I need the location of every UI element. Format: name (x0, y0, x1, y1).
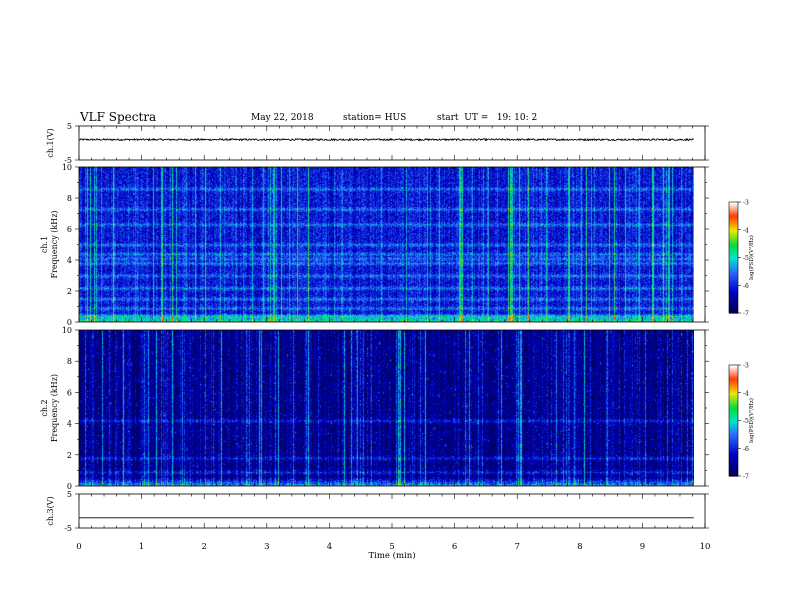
spectrogram-image-1 (79, 167, 694, 322)
colorbar-tick-label: -3 (743, 363, 749, 370)
y-axis-label-1-b: Frequency (kHz) (50, 210, 59, 278)
colorbar-tick-label: -5 (743, 255, 749, 262)
header-station: station= HUS (343, 113, 407, 123)
x-tick-label: 7 (514, 542, 519, 552)
colorbar-label: log(PSD)(V²/Hz) (748, 235, 755, 280)
y-tick-label: 0 (67, 482, 72, 491)
y-tick-label: 6 (67, 225, 72, 234)
y-tick-label: 2 (67, 451, 72, 460)
panel-frame-3 (78, 493, 706, 529)
colorbar-1 (728, 201, 741, 314)
x-tick-label: 2 (201, 542, 206, 552)
y-axis-label-3: ch.3(V) (46, 496, 55, 525)
x-tick-label: 6 (452, 542, 457, 552)
x-tick-label: 0 (76, 542, 81, 552)
x-tick-label: 8 (577, 542, 582, 552)
header-start-time: start UT = 19: 10: 2 (437, 113, 538, 123)
y-tick-label: 10 (62, 326, 72, 335)
y-tick-label: -5 (64, 156, 72, 165)
y-tick-label: 2 (67, 287, 72, 296)
x-tick-label: 1 (139, 542, 144, 552)
y-tick-label: 5 (67, 490, 72, 499)
x-tick-label: 10 (700, 542, 711, 552)
y-tick-label: 8 (67, 194, 72, 203)
y-tick-label: -5 (64, 524, 72, 533)
colorbar-tick-label: -7 (743, 474, 749, 481)
panel-frame-0 (78, 125, 706, 161)
x-tick-label: 9 (640, 542, 645, 552)
header-date: May 22, 2018 (251, 113, 314, 123)
y-tick-label: 4 (67, 256, 72, 265)
y-tick-label: 5 (67, 122, 72, 131)
figure-title: VLF Spectra (80, 110, 157, 124)
y-axis-label-2-b: Frequency (kHz) (50, 374, 59, 442)
colorbar-2 (728, 364, 741, 477)
x-axis-label: Time (min) (368, 550, 415, 561)
series-line-0 (78, 137, 694, 142)
y-tick-label: 10 (62, 163, 72, 172)
y-tick-label: 0 (67, 318, 72, 327)
y-tick-label: 6 (67, 388, 72, 397)
y-tick-label: 4 (67, 420, 72, 429)
x-tick-label: 5 (389, 542, 394, 552)
x-tick-label: 4 (327, 542, 332, 552)
colorbar-tick-label: -6 (743, 446, 749, 453)
colorbar-label: log(PSD)(V²/Hz) (748, 398, 755, 443)
spectrogram-image-2 (79, 330, 694, 486)
y-tick-label: 8 (67, 357, 72, 366)
y-axis-label-2: ch.2 (40, 399, 49, 416)
colorbar-tick-label: -7 (743, 311, 749, 318)
y-axis-label-0: ch.1(V) (46, 128, 55, 157)
colorbar-tick-label: -3 (743, 200, 749, 207)
colorbar-tick-label: -4 (743, 390, 749, 397)
colorbar-tick-label: -6 (743, 283, 749, 290)
y-axis-label-1: ch.1 (40, 236, 49, 253)
x-tick-label: 3 (264, 542, 269, 552)
colorbar-tick-label: -5 (743, 418, 749, 425)
colorbar-tick-label: -4 (743, 227, 749, 234)
